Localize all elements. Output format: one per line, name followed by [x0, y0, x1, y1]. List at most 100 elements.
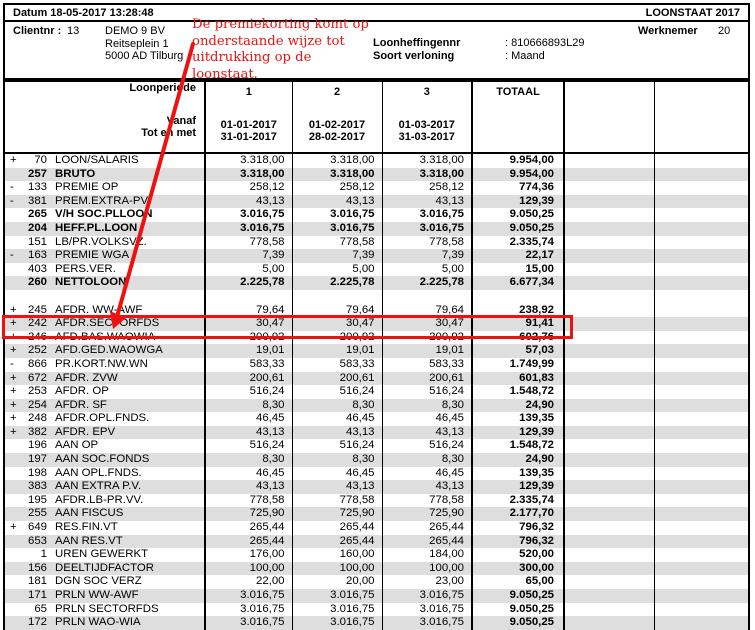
- row-empty-1: [564, 589, 655, 603]
- row-total-value: 24,90: [472, 453, 565, 467]
- table-column-header-row: Loonperiode Vanaf Tot en met 1 01-01-201…: [5, 82, 748, 154]
- row-empty-2: [654, 153, 748, 168]
- table-row[interactable]: 265 V/H SOC.PLLOON 3.016,75 3.016,75 3.016,7…: [5, 208, 748, 222]
- table-row[interactable]: 260 NETTOLOON 2.225,78 2.225,78 2.225,78 6.67…: [5, 276, 748, 290]
- row-code: 382: [21, 425, 53, 440]
- row-period-3-value: 778,58: [382, 493, 473, 508]
- row-period-3-value: 5,00: [382, 262, 473, 277]
- table-row[interactable]: 197 AAN SOC.FONDS 8,30 8,30 8,30 24,90: [5, 453, 748, 467]
- row-total-value: 9.954,00: [472, 167, 565, 182]
- table-row[interactable]: 156 DEELTIJDFACTOR 100,00 100,00 100,00 300,0…: [5, 561, 748, 576]
- row-period-3-value: 3.016,75: [382, 616, 473, 630]
- row-code: 403: [27, 262, 47, 275]
- table-row[interactable]: 653 AAN RES.VT 265,44 265,44 265,44 796,32: [5, 534, 748, 549]
- row-period-1-value: 516,24: [205, 439, 293, 454]
- row-code: 381: [21, 194, 53, 209]
- payroll-table-body: Loonperiode Vanaf Tot en met 1 01-01-201…: [5, 82, 748, 630]
- table-row[interactable]: -133 PREMIE OP 258,12 258,12 258,12 774,36: [5, 181, 748, 195]
- table-row[interactable]: +254 AFDR. SF 8,30 8,30 8,30 24,90: [5, 398, 748, 413]
- table-row[interactable]: 257 BRUTO 3.318,00 3.318,00 3.318,00 9.954,00: [5, 167, 748, 182]
- row-sign: [5, 548, 21, 562]
- row-description: V/H SOC.PLLOON: [53, 208, 206, 222]
- table-row[interactable]: -381 PREM.EXTRA-PV 43,13 43,13 43,13 129,39: [5, 194, 748, 209]
- row-period-1-value: 8,30: [205, 398, 293, 413]
- row-empty-2: [654, 480, 748, 494]
- table-row[interactable]: +252 AFD.GED.WAOWGA 19,01 19,01 19,01 57,03: [5, 344, 748, 358]
- row-empty-2: [654, 304, 748, 318]
- row-code: 151: [27, 235, 47, 248]
- row-description: AAN OPL.FNDS.: [53, 466, 206, 481]
- table-row[interactable]: 383 AAN EXTRA P.V. 43,13 43,13 43,13 129,39: [5, 480, 748, 494]
- table-row[interactable]: +246 AFD.BAS.WAOWIA 200,92 200,92 200,92 602,…: [5, 330, 748, 345]
- row-sign: [5, 589, 21, 603]
- row-description: AAN SOC.FONDS: [53, 453, 206, 467]
- row-period-1-value: 258,12: [205, 181, 293, 195]
- row-period-1-value: 3.016,75: [205, 602, 293, 617]
- table-row[interactable]: +70 LOON/SALARIS 3.318,00 3.318,00 3.318,00 9…: [5, 153, 748, 168]
- table-row[interactable]: 1 UREN GEWERKT 176,00 160,00 184,00 520,00: [5, 548, 748, 562]
- row-period-3-value: 3.016,75: [382, 221, 473, 236]
- row-description: AFD.GED.WAOWGA: [53, 344, 206, 358]
- row-period-1-value: 3.016,75: [205, 208, 293, 222]
- row-empty-2: [654, 317, 748, 331]
- row-sign: +: [5, 371, 21, 386]
- table-row[interactable]: +253 AFDR. OP 516,24 516,24 516,24 1.548,72: [5, 385, 748, 399]
- period-3-number: 3: [423, 86, 430, 98]
- table-row[interactable]: 151 LB/PR.VOLKSVZ. 778,58 778,58 778,58 2.335…: [5, 235, 748, 250]
- row-period-2-value: 200,61: [292, 371, 383, 386]
- table-row[interactable]: +382 AFDR. EPV 43,13 43,13 43,13 129,39: [5, 425, 748, 440]
- row-period-1-value: 7,39: [205, 249, 293, 263]
- table-row[interactable]: 65 PRLN SECTORFDS 3.016,75 3.016,75 3.016,75…: [5, 602, 748, 617]
- table-row[interactable]: 195 AFDR.LB-PR.VV. 778,58 778,58 778,58 2.335…: [5, 493, 748, 508]
- row-empty-2: [654, 181, 748, 195]
- row-period-3-value: 8,30: [382, 398, 473, 413]
- row-sign: +: [10, 154, 17, 166]
- row-period-3-value: 79,64: [382, 303, 473, 318]
- row-description: AFDR. OP: [53, 385, 206, 399]
- table-row[interactable]: +245 AFDR. WW-AWF 79,64 79,64 79,64 238,92: [5, 303, 748, 318]
- row-empty-1: [564, 385, 655, 399]
- row-sign: [5, 534, 21, 549]
- row-description: PR.KORT.NW.WN: [53, 357, 206, 372]
- row-empty-2: [654, 589, 748, 603]
- table-row[interactable]: 196 AAN OP 516,24 516,24 516,24 1.548,72: [5, 439, 748, 454]
- row-empty-1: [564, 317, 655, 331]
- table-row[interactable]: 171 PRLN WW-AWF 3.016,75 3.016,75 3.016,75 9.…: [5, 589, 748, 603]
- period-1-from: 01-01-2017: [220, 119, 277, 131]
- row-empty-2: [654, 167, 748, 182]
- totaal-label: TOTAAL: [496, 86, 540, 98]
- row-code: 242: [21, 317, 53, 331]
- table-row[interactable]: 255 AAN FISCUS 725,90 725,90 725,90 2.177,70: [5, 507, 748, 522]
- table-row[interactable]: +248 AFDR.OPL.FNDS. 46,45 46,45 46,45 139,35: [5, 412, 748, 426]
- table-row[interactable]: 403 PERS.VER. 5,00 5,00 5,00 15,00: [5, 262, 748, 277]
- row-sign: [5, 603, 21, 617]
- row-total-value: 129,39: [472, 480, 565, 494]
- row-empty-1: [564, 466, 655, 481]
- row-sign: -: [10, 181, 14, 194]
- loonheffingennr-label: Loonheffingennr: [373, 37, 461, 49]
- soort-verloning-value: : Maand: [505, 49, 545, 62]
- row-empty-2: [654, 276, 748, 290]
- row-code: 253: [27, 385, 47, 398]
- spacer-cell: [472, 289, 565, 304]
- row-sign: +: [5, 317, 21, 331]
- table-row[interactable]: 204 HEFF.PL.LOON 3.016,75 3.016,75 3.016,75 9…: [5, 221, 748, 236]
- row-period-3-value: 43,13: [382, 194, 473, 209]
- table-row[interactable]: -163 PREMIE WGA 7,39 7,39 7,39 22,17: [5, 249, 748, 263]
- row-empty-1: [564, 249, 655, 263]
- table-row[interactable]: 181 DGN SOC VERZ 22,00 20,00 23,00 65,00: [5, 575, 748, 589]
- row-period-1-value: 46,45: [205, 466, 293, 481]
- table-row[interactable]: 172 PRLN WAO-WIA 3.016,75 3.016,75 3.016,75 9…: [5, 616, 748, 630]
- table-row[interactable]: +649 RES.FIN.VT 265,44 265,44 265,44 796,32: [5, 521, 748, 535]
- row-sign: +: [10, 303, 17, 316]
- table-row[interactable]: +672 AFDR. ZVW 200,61 200,61 200,61 601,83: [5, 371, 748, 386]
- row-period-3-value: 265,44: [382, 534, 473, 549]
- row-total-value: 238,92: [472, 303, 565, 318]
- company-street: Reitseplein 1: [105, 37, 169, 50]
- table-row[interactable]: +242 AFDR.SECTORFDS 30,47 30,47 30,47 91,41: [5, 317, 748, 331]
- row-sign: [5, 616, 21, 630]
- table-row[interactable]: -866 PR.KORT.NW.WN 583,33 583,33 583,33 1.749…: [5, 357, 748, 372]
- table-row[interactable]: 198 AAN OPL.FNDS. 46,45 46,45 46,45 139,35: [5, 466, 748, 481]
- payroll-tax-values: : 810666893L29 : Maand: [505, 37, 585, 62]
- row-sign: [5, 453, 21, 467]
